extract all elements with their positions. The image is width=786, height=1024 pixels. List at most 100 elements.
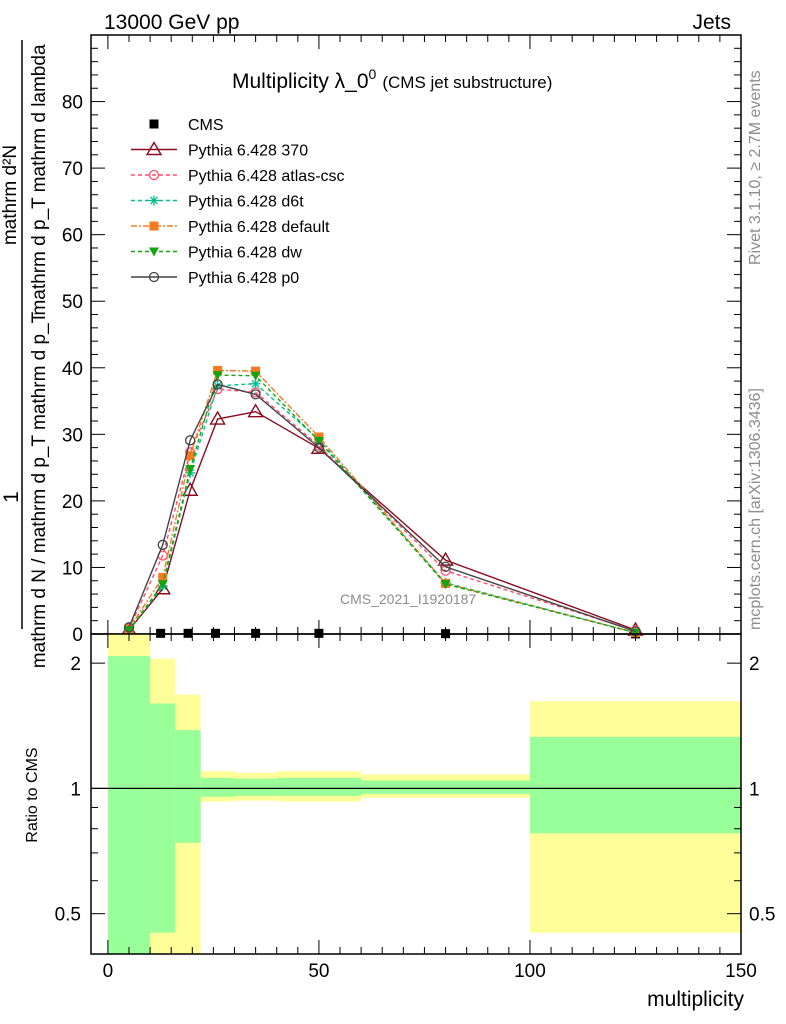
x-tick-label: 0 <box>103 961 114 982</box>
legend-item: Pythia 6.428 atlas-csc <box>131 168 345 185</box>
legend-label: CMS <box>188 117 224 134</box>
data-point <box>310 439 328 455</box>
main-series-layer <box>120 365 644 639</box>
data-point <box>158 572 168 582</box>
legend-item: CMS <box>149 117 224 134</box>
legend-label: Pythia 6.428 atlas-csc <box>188 168 345 185</box>
ratio-y-tick-label: 1 <box>70 779 81 800</box>
data-point <box>440 561 451 572</box>
y-tick-label: 80 <box>62 93 83 114</box>
main-y-axis: 0 10 20 30 40 50 60 70 80 <box>62 34 742 646</box>
mcplots-label: mcplots.cern.ch [arXiv:1306.3436] <box>747 388 764 630</box>
data-point <box>250 371 261 381</box>
data-point <box>250 378 261 389</box>
y-tick-label: 20 <box>62 492 83 513</box>
data-point <box>313 442 325 453</box>
data-point <box>185 435 196 446</box>
series-line <box>128 374 636 634</box>
ratio-band-inner <box>175 730 201 843</box>
ratio-band-inner <box>150 703 176 933</box>
x-tick-label: 100 <box>514 961 546 982</box>
legend-label: Pythia 6.428 370 <box>188 143 308 160</box>
data-point <box>149 247 159 257</box>
data-point <box>185 464 196 474</box>
data-point <box>185 451 195 461</box>
ratio-bands <box>107 634 741 954</box>
data-point <box>213 365 223 375</box>
chart-subtitle: (CMS jet substructure) <box>382 73 552 92</box>
ratio-band-inner <box>200 777 235 797</box>
legend: CMS Pythia 6.428 370 Pythia 6.428 atlas-cs… <box>131 117 345 287</box>
ratio-band-inner <box>276 777 362 796</box>
data-point <box>149 195 159 206</box>
ratio-plot-area: 0.5 0.5 1 1 2 2 0 50 100 150 <box>55 633 775 982</box>
y-tick-label: 70 <box>62 159 83 180</box>
series-5 <box>123 371 641 638</box>
data-point <box>209 410 226 425</box>
legend-item: Pythia 6.428 d6t <box>131 194 304 211</box>
data-point <box>148 271 160 283</box>
data-point <box>145 141 163 156</box>
y-label-top: 1 <box>0 491 23 503</box>
header-left: 13000 GeV pp <box>104 11 239 34</box>
data-point <box>123 622 135 633</box>
ratio-y-tick-label-right: 0.5 <box>749 905 775 926</box>
data-point <box>157 580 168 590</box>
y-tick-label: 30 <box>62 425 83 446</box>
chart-title-sup: 0 <box>369 66 377 82</box>
series-line <box>128 410 636 631</box>
legend-label: Pythia 6.428 default <box>188 219 330 236</box>
data-point <box>251 366 261 376</box>
ratio-band-inner <box>234 778 277 796</box>
ratio-y-tick-label: 2 <box>70 654 81 675</box>
ratio-band-inner <box>107 656 151 954</box>
legend-label: Pythia 6.428 p0 <box>188 270 299 287</box>
data-point <box>247 403 264 418</box>
legend-label: Pythia 6.428 dw <box>188 245 302 262</box>
rivet-label: Rivet 3.1.10, ≥ 2.7M events <box>747 70 764 265</box>
data-point <box>440 580 451 590</box>
ratio-y-tick-label: 0.5 <box>55 905 81 926</box>
ratio-band-inner <box>361 780 530 794</box>
y-label-num: mathrm d²N <box>0 145 21 245</box>
data-point <box>212 371 223 381</box>
series-line <box>128 383 636 633</box>
x-tick-label: 50 <box>308 961 329 982</box>
legend-item: Pythia 6.428 dw <box>131 245 302 262</box>
data-point <box>250 389 261 400</box>
ratio-y-tick-label-right: 1 <box>749 779 760 800</box>
header-right: Jets <box>692 11 731 34</box>
y-label-fracden: mathrm d N / mathrm d p_T mathrm d p_T <box>29 311 50 668</box>
y-tick-label: 50 <box>62 292 83 313</box>
legend-item: Pythia 6.428 p0 <box>131 270 299 287</box>
main-y-label: 1 mathrm d²N mathrm d p_T mathrm d lambd… <box>0 40 50 668</box>
ratio-y-tick-label-right: 2 <box>749 654 760 675</box>
series-line <box>128 383 636 634</box>
ratio-band-inner <box>529 736 741 834</box>
x-tick-label: 150 <box>725 961 757 982</box>
data-point <box>149 221 159 231</box>
ratio-y-label: Ratio to CMS <box>24 747 41 842</box>
chart-title: Multiplicity λ_00 (CMS jet substructure) <box>232 66 552 93</box>
legend-label: Pythia 6.428 d6t <box>188 194 304 211</box>
y-tick-label: 60 <box>62 226 83 247</box>
data-point <box>157 539 168 550</box>
legend-item: Pythia 6.428 370 <box>131 141 308 160</box>
y-tick-label: 0 <box>72 625 83 646</box>
series-6 <box>123 379 641 637</box>
data-point <box>437 551 454 566</box>
series-line <box>128 369 636 634</box>
data-point <box>148 169 160 181</box>
chart-title-main: Multiplicity λ_0 <box>232 70 369 93</box>
data-point <box>123 626 134 636</box>
data-point <box>313 436 324 446</box>
watermark: CMS_2021_I1920187 <box>340 591 476 607</box>
data-point <box>212 379 223 390</box>
x-axis-label: multiplicity <box>647 988 744 1011</box>
ratio-frame <box>90 633 742 955</box>
data-point <box>149 119 159 129</box>
legend-item: Pythia 6.428 default <box>131 219 330 236</box>
series-line <box>128 388 636 632</box>
y-tick-label: 10 <box>62 558 83 579</box>
